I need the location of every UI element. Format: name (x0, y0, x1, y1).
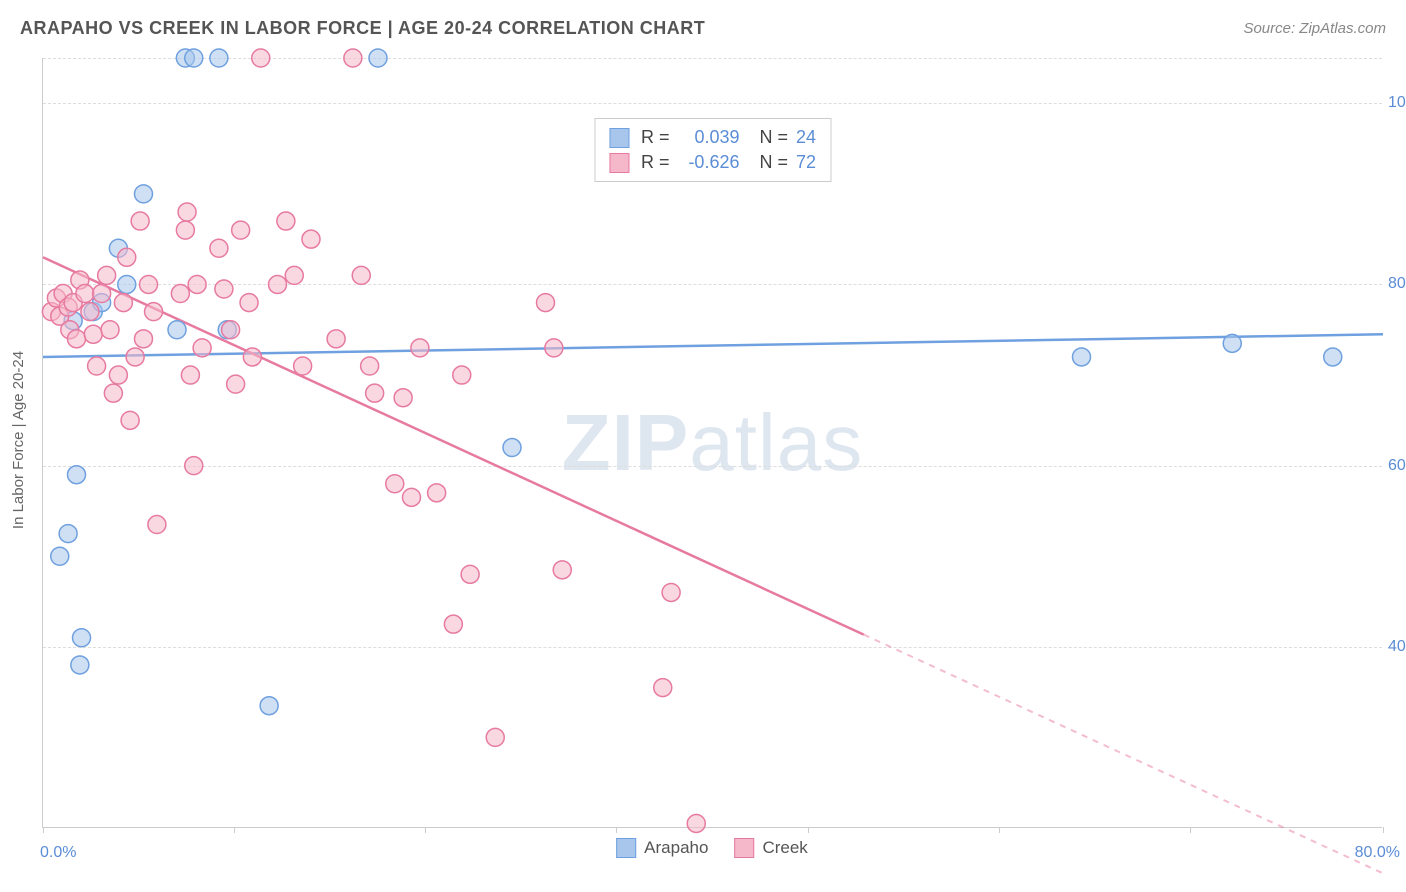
stats-legend: R = 0.039 N = 24 R = -0.626 N = 72 (594, 118, 831, 182)
x-axis-max-label: 80.0% (1355, 844, 1400, 862)
n-value: 72 (796, 152, 816, 173)
legend-swatch (609, 128, 629, 148)
chart-title: ARAPAHO VS CREEK IN LABOR FORCE | AGE 20… (20, 18, 705, 39)
source-label: Source: ZipAtlas.com (1243, 20, 1386, 37)
r-label: R = (641, 152, 670, 173)
stats-legend-row: R = 0.039 N = 24 (609, 125, 816, 150)
n-value: 24 (796, 127, 816, 148)
x-tick (234, 827, 235, 833)
x-tick (1383, 827, 1384, 833)
legend-item: Arapaho (616, 838, 708, 858)
y-tick-label: 60.0% (1388, 457, 1406, 475)
x-axis-labels: 0.0% 80.0% ArapahoCreek (42, 838, 1382, 868)
plot-area: ZIPatlas R =0.039N =24R =-0.626N =72 40.… (42, 58, 1382, 828)
x-tick (1190, 827, 1191, 833)
legend-swatch (734, 838, 754, 858)
stats-legend-row: R = -0.626 N = 72 (609, 150, 816, 175)
r-value: 0.039 (677, 127, 739, 148)
legend-label: Creek (762, 838, 807, 858)
n-label: N = (759, 152, 788, 173)
y-tick-label: 40.0% (1388, 638, 1406, 656)
x-tick (616, 827, 617, 833)
legend-swatch (609, 153, 629, 173)
x-tick (808, 827, 809, 833)
y-tick-label: 80.0% (1388, 275, 1406, 293)
n-label: N = (759, 127, 788, 148)
r-value: -0.626 (677, 152, 739, 173)
x-tick (999, 827, 1000, 833)
category-legend: Arapaho Creek (616, 838, 808, 858)
title-bar: ARAPAHO VS CREEK IN LABOR FORCE | AGE 20… (20, 18, 1386, 39)
y-tick-label: 100.0% (1388, 94, 1406, 112)
y-axis-title: In Labor Force | Age 20-24 (10, 351, 27, 529)
legend-label: Arapaho (644, 838, 708, 858)
legend-item: Creek (734, 838, 807, 858)
x-tick (425, 827, 426, 833)
r-label: R = (641, 127, 670, 148)
x-tick (43, 827, 44, 833)
legend-swatch (616, 838, 636, 858)
x-axis-min-label: 0.0% (40, 844, 76, 862)
